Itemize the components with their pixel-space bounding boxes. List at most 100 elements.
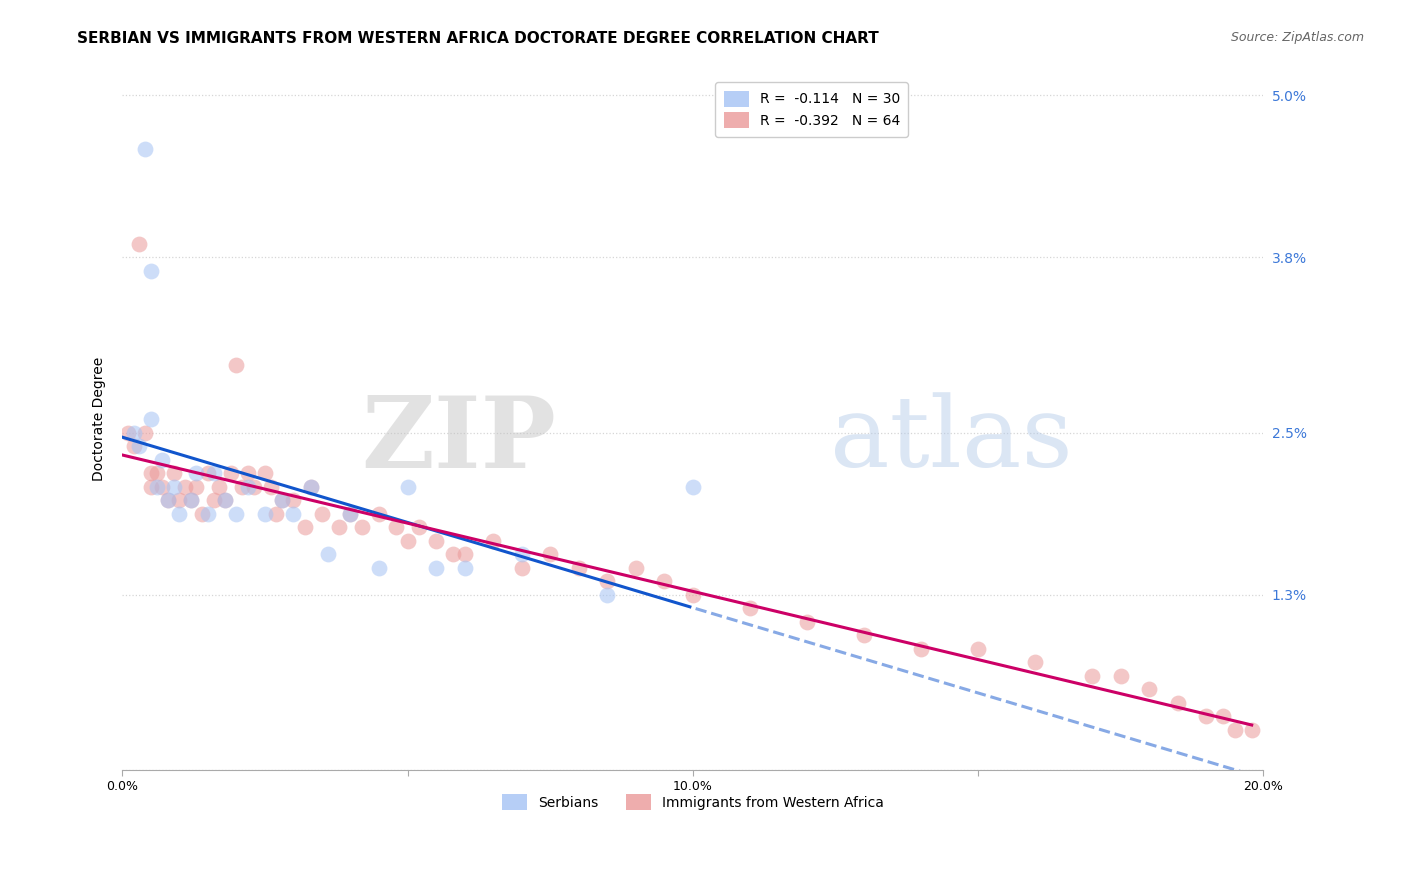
Point [253, 507, 276, 521]
Point [624, 560, 647, 574]
Point [283, 493, 305, 508]
Point [236, 467, 259, 481]
Point [156, 493, 179, 508]
Point [197, 467, 219, 481]
Point [197, 507, 219, 521]
Point [294, 520, 316, 534]
Point [242, 480, 264, 494]
Point [738, 601, 761, 615]
Point [163, 467, 186, 481]
Point [510, 547, 533, 561]
Point [139, 480, 162, 494]
Point [271, 493, 294, 508]
Point [253, 467, 276, 481]
Text: Source: ZipAtlas.com: Source: ZipAtlas.com [1230, 31, 1364, 45]
Point [1212, 709, 1234, 723]
Point [180, 493, 202, 508]
Point [169, 493, 191, 508]
Point [1109, 668, 1132, 682]
Point [202, 493, 225, 508]
Point [1240, 723, 1263, 737]
Point [1195, 709, 1218, 723]
Point [682, 588, 704, 602]
Point [191, 507, 214, 521]
Point [214, 493, 236, 508]
Text: SERBIAN VS IMMIGRANTS FROM WESTERN AFRICA DOCTORATE DEGREE CORRELATION CHART: SERBIAN VS IMMIGRANTS FROM WESTERN AFRIC… [77, 31, 879, 46]
Point [208, 480, 231, 494]
Point [350, 520, 373, 534]
Point [134, 425, 156, 440]
Point [117, 425, 139, 440]
Point [139, 264, 162, 278]
Point [328, 520, 350, 534]
Point [396, 533, 419, 548]
Point [266, 507, 288, 521]
Point [134, 143, 156, 157]
Point [139, 412, 162, 426]
Point [128, 236, 150, 251]
Point [408, 520, 430, 534]
Point [596, 574, 619, 588]
Point [299, 480, 322, 494]
Point [236, 480, 259, 494]
Point [225, 507, 247, 521]
Point [796, 615, 818, 629]
Point [225, 359, 247, 373]
Point [231, 480, 253, 494]
Point [271, 493, 294, 508]
Point [174, 480, 197, 494]
Point [568, 560, 591, 574]
Point [156, 493, 179, 508]
Point [368, 560, 391, 574]
Point [538, 547, 561, 561]
Text: ZIP: ZIP [361, 392, 555, 489]
Point [122, 439, 145, 453]
Point [1167, 696, 1189, 710]
Point [852, 628, 875, 642]
Point [596, 588, 619, 602]
Point [1024, 655, 1046, 669]
Point [150, 480, 173, 494]
Point [368, 507, 391, 521]
Point [311, 507, 333, 521]
Point [482, 533, 505, 548]
Point [682, 480, 704, 494]
Y-axis label: Doctorate Degree: Doctorate Degree [93, 357, 107, 482]
Text: atlas: atlas [830, 392, 1073, 488]
Point [202, 467, 225, 481]
Legend: Serbians, Immigrants from Western Africa: Serbians, Immigrants from Western Africa [496, 789, 890, 815]
Point [283, 507, 305, 521]
Point [1223, 723, 1246, 737]
Point [441, 547, 464, 561]
Point [186, 480, 208, 494]
Point [396, 480, 419, 494]
Point [214, 493, 236, 508]
Point [425, 560, 447, 574]
Point [145, 467, 167, 481]
Point [453, 560, 475, 574]
Point [339, 507, 361, 521]
Point [186, 467, 208, 481]
Point [339, 507, 361, 521]
Point [128, 439, 150, 453]
Point [1137, 681, 1160, 696]
Point [259, 480, 281, 494]
Point [910, 641, 932, 656]
Point [1081, 668, 1104, 682]
Point [145, 480, 167, 494]
Point [453, 547, 475, 561]
Point [425, 533, 447, 548]
Point [652, 574, 675, 588]
Point [139, 467, 162, 481]
Point [299, 480, 322, 494]
Point [180, 493, 202, 508]
Point [163, 480, 186, 494]
Point [122, 425, 145, 440]
Point [219, 467, 242, 481]
Point [510, 560, 533, 574]
Point [967, 641, 990, 656]
Point [150, 452, 173, 467]
Point [316, 547, 339, 561]
Point [385, 520, 408, 534]
Point [169, 507, 191, 521]
